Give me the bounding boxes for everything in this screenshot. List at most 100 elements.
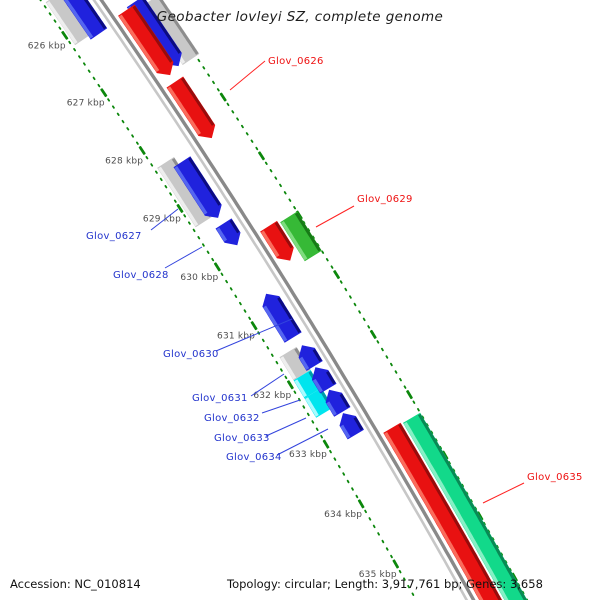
minor-tick <box>225 279 229 284</box>
minor-tick <box>367 325 371 329</box>
gene-Glov_0635-green-shadow <box>418 413 528 600</box>
gene-Glov_0628-shadow <box>229 219 240 234</box>
minor-tick <box>243 309 247 313</box>
gene-outer-red-635[interactable] <box>383 422 512 600</box>
gene-Glov_0626-body[interactable] <box>166 76 216 139</box>
gene-Glov_0630-body[interactable] <box>262 293 302 343</box>
minor-tick <box>390 554 393 559</box>
gene-Glov_0626[interactable] <box>166 76 216 139</box>
tick-labels: 626 kbp 627 kbp 628 kbp 629 kbp 630 kbp 631 k… <box>28 41 397 580</box>
gene-label-Glov_0628[interactable]: Glov_0628 <box>113 270 169 281</box>
minor-tick <box>231 110 235 114</box>
major-tick <box>406 390 413 400</box>
minor-tick <box>362 317 366 322</box>
minor-tick <box>293 390 297 394</box>
minor-tick <box>320 434 323 439</box>
minor-tick <box>248 316 252 321</box>
minor-tick <box>264 161 268 165</box>
minor-tick <box>226 102 230 107</box>
gene-label-Glov_0632[interactable]: Glov_0632 <box>204 413 260 424</box>
minor-tick <box>348 295 352 299</box>
gene-label-Glov_0627[interactable]: Glov_0627 <box>86 231 142 242</box>
minor-tick <box>73 48 77 52</box>
gene-outer-red-635-body[interactable] <box>383 422 512 600</box>
leader-line-Glov_0632 <box>261 399 301 414</box>
gene-Glov_0629-green-body[interactable] <box>280 211 322 262</box>
minor-tick <box>238 301 242 306</box>
minor-tick <box>398 569 402 574</box>
leader-line-Glov_0628 <box>164 246 203 269</box>
minor-tick <box>284 375 288 380</box>
minor-tick <box>279 183 282 188</box>
gene-outer-red-626a[interactable] <box>118 4 174 76</box>
minor-tick <box>293 206 297 210</box>
gene-label-Glov_0626[interactable]: Glov_0626 <box>268 56 324 67</box>
gene-Glov_0631-body[interactable] <box>279 346 311 381</box>
tick-label-633: 633 kbp <box>289 450 327 460</box>
major-tick <box>219 92 227 102</box>
minor-tick <box>385 355 389 359</box>
gene-outer-red-626a-highlight <box>118 14 160 73</box>
gene-Glov_0627-blue-body[interactable] <box>173 156 222 218</box>
minor-tick <box>380 347 384 352</box>
minor-tick <box>376 340 380 344</box>
minor-tick <box>394 370 398 374</box>
minor-tick <box>220 272 224 276</box>
tick-label-628: 628 kbp <box>105 157 143 167</box>
minor-tick <box>411 592 415 596</box>
gene-Glov_0627-gray-body[interactable] <box>157 157 213 228</box>
minor-tick <box>311 420 315 424</box>
gene-outer-red-629-body[interactable] <box>260 220 294 261</box>
gene-inner-gray-top-body[interactable] <box>45 0 92 46</box>
gene-Glov_0635-green-body[interactable] <box>403 412 535 600</box>
minor-tick <box>358 310 362 314</box>
minor-tick <box>58 26 62 30</box>
gene-Glov_0627-blue[interactable] <box>173 156 222 218</box>
minor-tick <box>82 62 86 66</box>
gene-Glov_0628[interactable] <box>215 218 241 246</box>
minor-tick <box>283 191 287 195</box>
minor-tick <box>207 73 211 77</box>
gene-trna-2[interactable] <box>311 367 337 394</box>
gene-inner-blue-top[interactable] <box>63 0 108 40</box>
gene-outer-red-635-shadow <box>398 423 502 600</box>
gene-track <box>45 0 535 600</box>
gene-label-Glov_0633[interactable]: Glov_0633 <box>214 433 270 444</box>
minor-tick <box>183 214 187 218</box>
gene-trna-4[interactable] <box>339 413 365 440</box>
minor-tick <box>240 124 244 129</box>
major-tick <box>250 321 258 331</box>
minor-tick <box>187 221 191 225</box>
gene-Glov_0633-highlight <box>305 397 319 417</box>
minor-tick <box>389 362 393 367</box>
minor-tick <box>78 55 81 59</box>
minor-tick <box>38 0 42 2</box>
minor-tick <box>48 12 52 16</box>
leader-line-Glov_0627 <box>150 208 179 231</box>
minor-tick <box>353 302 357 307</box>
gene-label-Glov_0629[interactable]: Glov_0629 <box>357 194 413 205</box>
gene-outer-red-629[interactable] <box>260 220 294 261</box>
gene-label-Glov_0630[interactable]: Glov_0630 <box>163 349 219 360</box>
gene-trna-3[interactable] <box>325 389 351 417</box>
gene-Glov_0630[interactable] <box>262 293 302 343</box>
minor-tick <box>339 280 343 284</box>
gene-trna-1[interactable] <box>298 345 323 371</box>
minor-tick <box>107 98 111 102</box>
minor-tick <box>279 368 283 372</box>
gene-Glov_0629-green[interactable] <box>280 211 322 262</box>
minor-tick <box>169 192 173 196</box>
gene-label-Glov_0635[interactable]: Glov_0635 <box>527 472 583 483</box>
gene-outer-red-626a-body[interactable] <box>118 4 174 76</box>
gene-label-Glov_0631[interactable]: Glov_0631 <box>192 393 248 404</box>
gene-label-Glov_0634[interactable]: Glov_0634 <box>226 452 282 463</box>
gene-Glov_0630-shadow <box>277 297 301 334</box>
major-tick <box>61 30 69 40</box>
gene-trna-2-highlight <box>312 378 323 393</box>
gene-Glov_0635-green[interactable] <box>403 412 535 600</box>
minor-tick <box>68 40 72 45</box>
major-tick <box>213 262 221 272</box>
minor-tick <box>154 170 158 174</box>
gene-Glov_0633-body[interactable] <box>304 387 334 418</box>
